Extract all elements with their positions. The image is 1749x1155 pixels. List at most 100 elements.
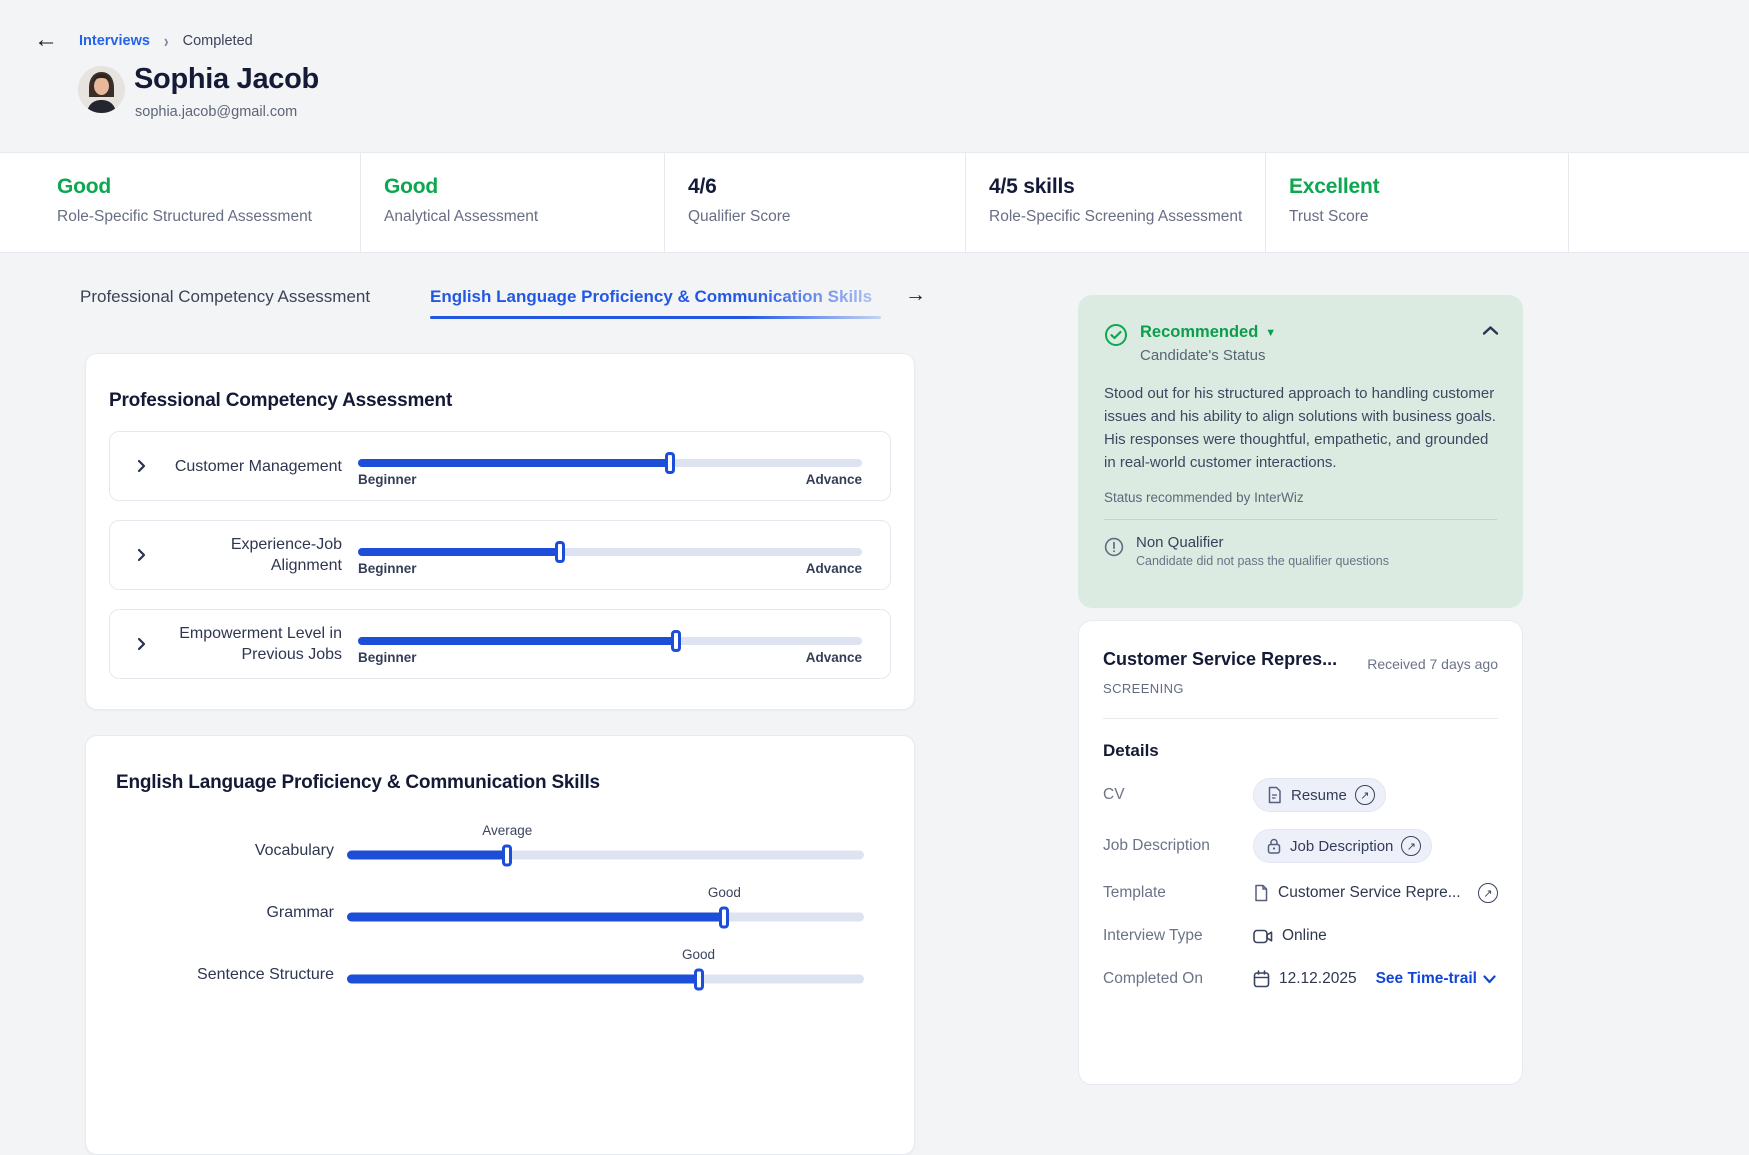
slider-handle[interactable] (665, 452, 676, 474)
card-title: Professional Competency Assessment (109, 390, 453, 411)
scale-max: Advance (805, 650, 862, 665)
stat-screening-assessment: 4/5 skills Role-Specific Screening Asses… (966, 153, 1266, 252)
stat-qualifier-score: 4/6 Qualifier Score (665, 153, 966, 252)
lock-icon (1266, 837, 1282, 855)
divider (1104, 519, 1497, 520)
detail-label: Template (1103, 884, 1166, 901)
skill-slider[interactable]: Beginner Advance (358, 521, 862, 589)
stat-analytical-assessment: Good Analytical Assessment (361, 153, 665, 252)
status-description: Stood out for his structured approach to… (1104, 385, 1496, 471)
breadcrumb: Interviews › Completed (79, 30, 253, 52)
level-label: Average (482, 823, 533, 838)
open-external-icon[interactable]: ↗ (1401, 836, 1422, 856)
page: ← Interviews › Completed Sophia Jacob so… (0, 26, 1749, 1155)
detail-row-interview-type: Interview Type Online (1103, 923, 1498, 949)
scale-min: Beginner (358, 650, 417, 665)
skill-label: Experience-Job Alignment (230, 536, 342, 574)
language-row-grammar: Grammar Good (116, 882, 884, 944)
slider-scale: Beginner Advance (358, 472, 862, 487)
level-label: Good (682, 947, 716, 962)
level-label: Good (707, 885, 741, 900)
slider-track (358, 630, 862, 652)
skill-slider[interactable]: Good (347, 944, 864, 1006)
resume-chip[interactable]: Resume ↗ (1253, 778, 1386, 812)
slider-handle[interactable] (693, 968, 704, 990)
chevron-down-icon (1483, 974, 1496, 983)
slider-track (358, 452, 862, 474)
open-external-icon[interactable]: ↗ (1354, 785, 1375, 805)
arrow-right-icon[interactable]: → (905, 283, 926, 306)
slider-fill (347, 974, 699, 984)
skill-slider[interactable]: Average (347, 820, 864, 882)
job-description-chip[interactable]: Job Description ↗ (1253, 829, 1433, 863)
skill-label: Empowerment Level in Previous Jobs (179, 625, 342, 663)
skill-slider[interactable]: Beginner Advance (358, 432, 862, 500)
slider-handle[interactable] (554, 541, 565, 563)
job-stage-badge: SCREENING (1103, 681, 1184, 696)
chevron-right-icon[interactable] (134, 548, 148, 562)
stat-label: Trust Score (1289, 208, 1369, 225)
tab-english-language[interactable]: English Language Proficiency & Communica… (430, 287, 873, 306)
slider-handle[interactable] (502, 844, 513, 866)
slider-handle[interactable] (719, 906, 730, 928)
detail-label: CV (1103, 786, 1125, 803)
check-circle-icon (1104, 323, 1128, 364)
slider-fill (358, 548, 560, 556)
slider-scale: Beginner Advance (358, 650, 862, 665)
skill-slider[interactable]: Good (347, 882, 864, 944)
chevron-right-icon[interactable] (134, 637, 148, 651)
non-qualifier-title: Non Qualifier (1136, 534, 1224, 551)
open-external-icon[interactable]: ↗ (1478, 883, 1498, 903)
slider-track (347, 968, 864, 990)
interview-type-value: Online (1282, 927, 1327, 944)
skill-slider[interactable]: Beginner Advance (358, 610, 862, 678)
breadcrumb-interviews-link[interactable]: Interviews (79, 33, 150, 49)
scale-min: Beginner (358, 472, 417, 487)
tab-professional-competency[interactable]: Professional Competency Assessment (80, 287, 371, 306)
slider-track (358, 541, 862, 563)
language-row-sentence-structure: Sentence Structure Good (116, 944, 884, 1006)
stat-label: Role-Specific Screening Assessment (989, 208, 1243, 225)
slider-track (347, 906, 864, 928)
status-subtitle: Candidate's Status (1140, 347, 1266, 364)
scale-max: Advance (805, 561, 862, 576)
slider-fill (347, 850, 508, 860)
breadcrumb-current: Completed (182, 33, 253, 49)
chevron-up-icon[interactable] (1482, 325, 1499, 336)
stat-value: Good (57, 175, 112, 198)
candidate-name: Sophia Jacob (134, 63, 319, 95)
skill-label: Vocabulary (254, 842, 334, 859)
skill-label: Grammar (266, 904, 334, 921)
detail-row-cv: CV Resume ↗ (1103, 778, 1498, 812)
slider-fill (358, 459, 671, 467)
slider-scale: Beginner Advance (358, 561, 862, 576)
non-qualifier-note: Non Qualifier Candidate did not pass the… (1104, 534, 1497, 568)
competency-row-experience-job-alignment: Experience-Job Alignment Beginner Advanc… (109, 520, 891, 590)
stat-value: 4/5 skills (989, 175, 1075, 198)
job-summary-card: Customer Service Repres... Received 7 da… (1078, 620, 1523, 1085)
detail-label: Job Description (1103, 837, 1210, 854)
back-button[interactable]: ← (34, 26, 58, 53)
scale-max: Advance (805, 472, 862, 487)
scale-min: Beginner (358, 561, 417, 576)
status-dropdown[interactable]: Recommended ▼ (1140, 323, 1276, 342)
video-icon (1253, 929, 1273, 944)
avatar (78, 66, 125, 113)
competency-row-empowerment-level: Empowerment Level in Previous Jobs Begin… (109, 609, 891, 679)
chevron-right-icon[interactable] (134, 459, 148, 473)
detail-row-completed-on: Completed On 12.12.2025 See Time-trail (1103, 966, 1498, 992)
alert-circle-icon (1104, 537, 1124, 568)
document-icon (1266, 786, 1283, 804)
non-qualifier-subtitle: Candidate did not pass the qualifier que… (1136, 554, 1389, 568)
template-value[interactable]: Customer Service Repre... (1278, 884, 1461, 901)
stat-value: 4/6 (688, 175, 717, 198)
see-time-trail-link[interactable]: See Time-trail (1376, 970, 1496, 988)
received-timestamp: Received 7 days ago (1367, 656, 1498, 672)
competency-assessment-card: Professional Competency Assessment Custo… (85, 353, 915, 710)
language-row-vocabulary: Vocabulary Average (116, 820, 884, 882)
chevron-right-icon: › (163, 30, 169, 52)
slider-handle[interactable] (670, 630, 681, 652)
candidate-email: sophia.jacob@gmail.com (135, 104, 298, 120)
file-icon (1253, 884, 1269, 902)
status-value: Recommended (1140, 323, 1259, 341)
